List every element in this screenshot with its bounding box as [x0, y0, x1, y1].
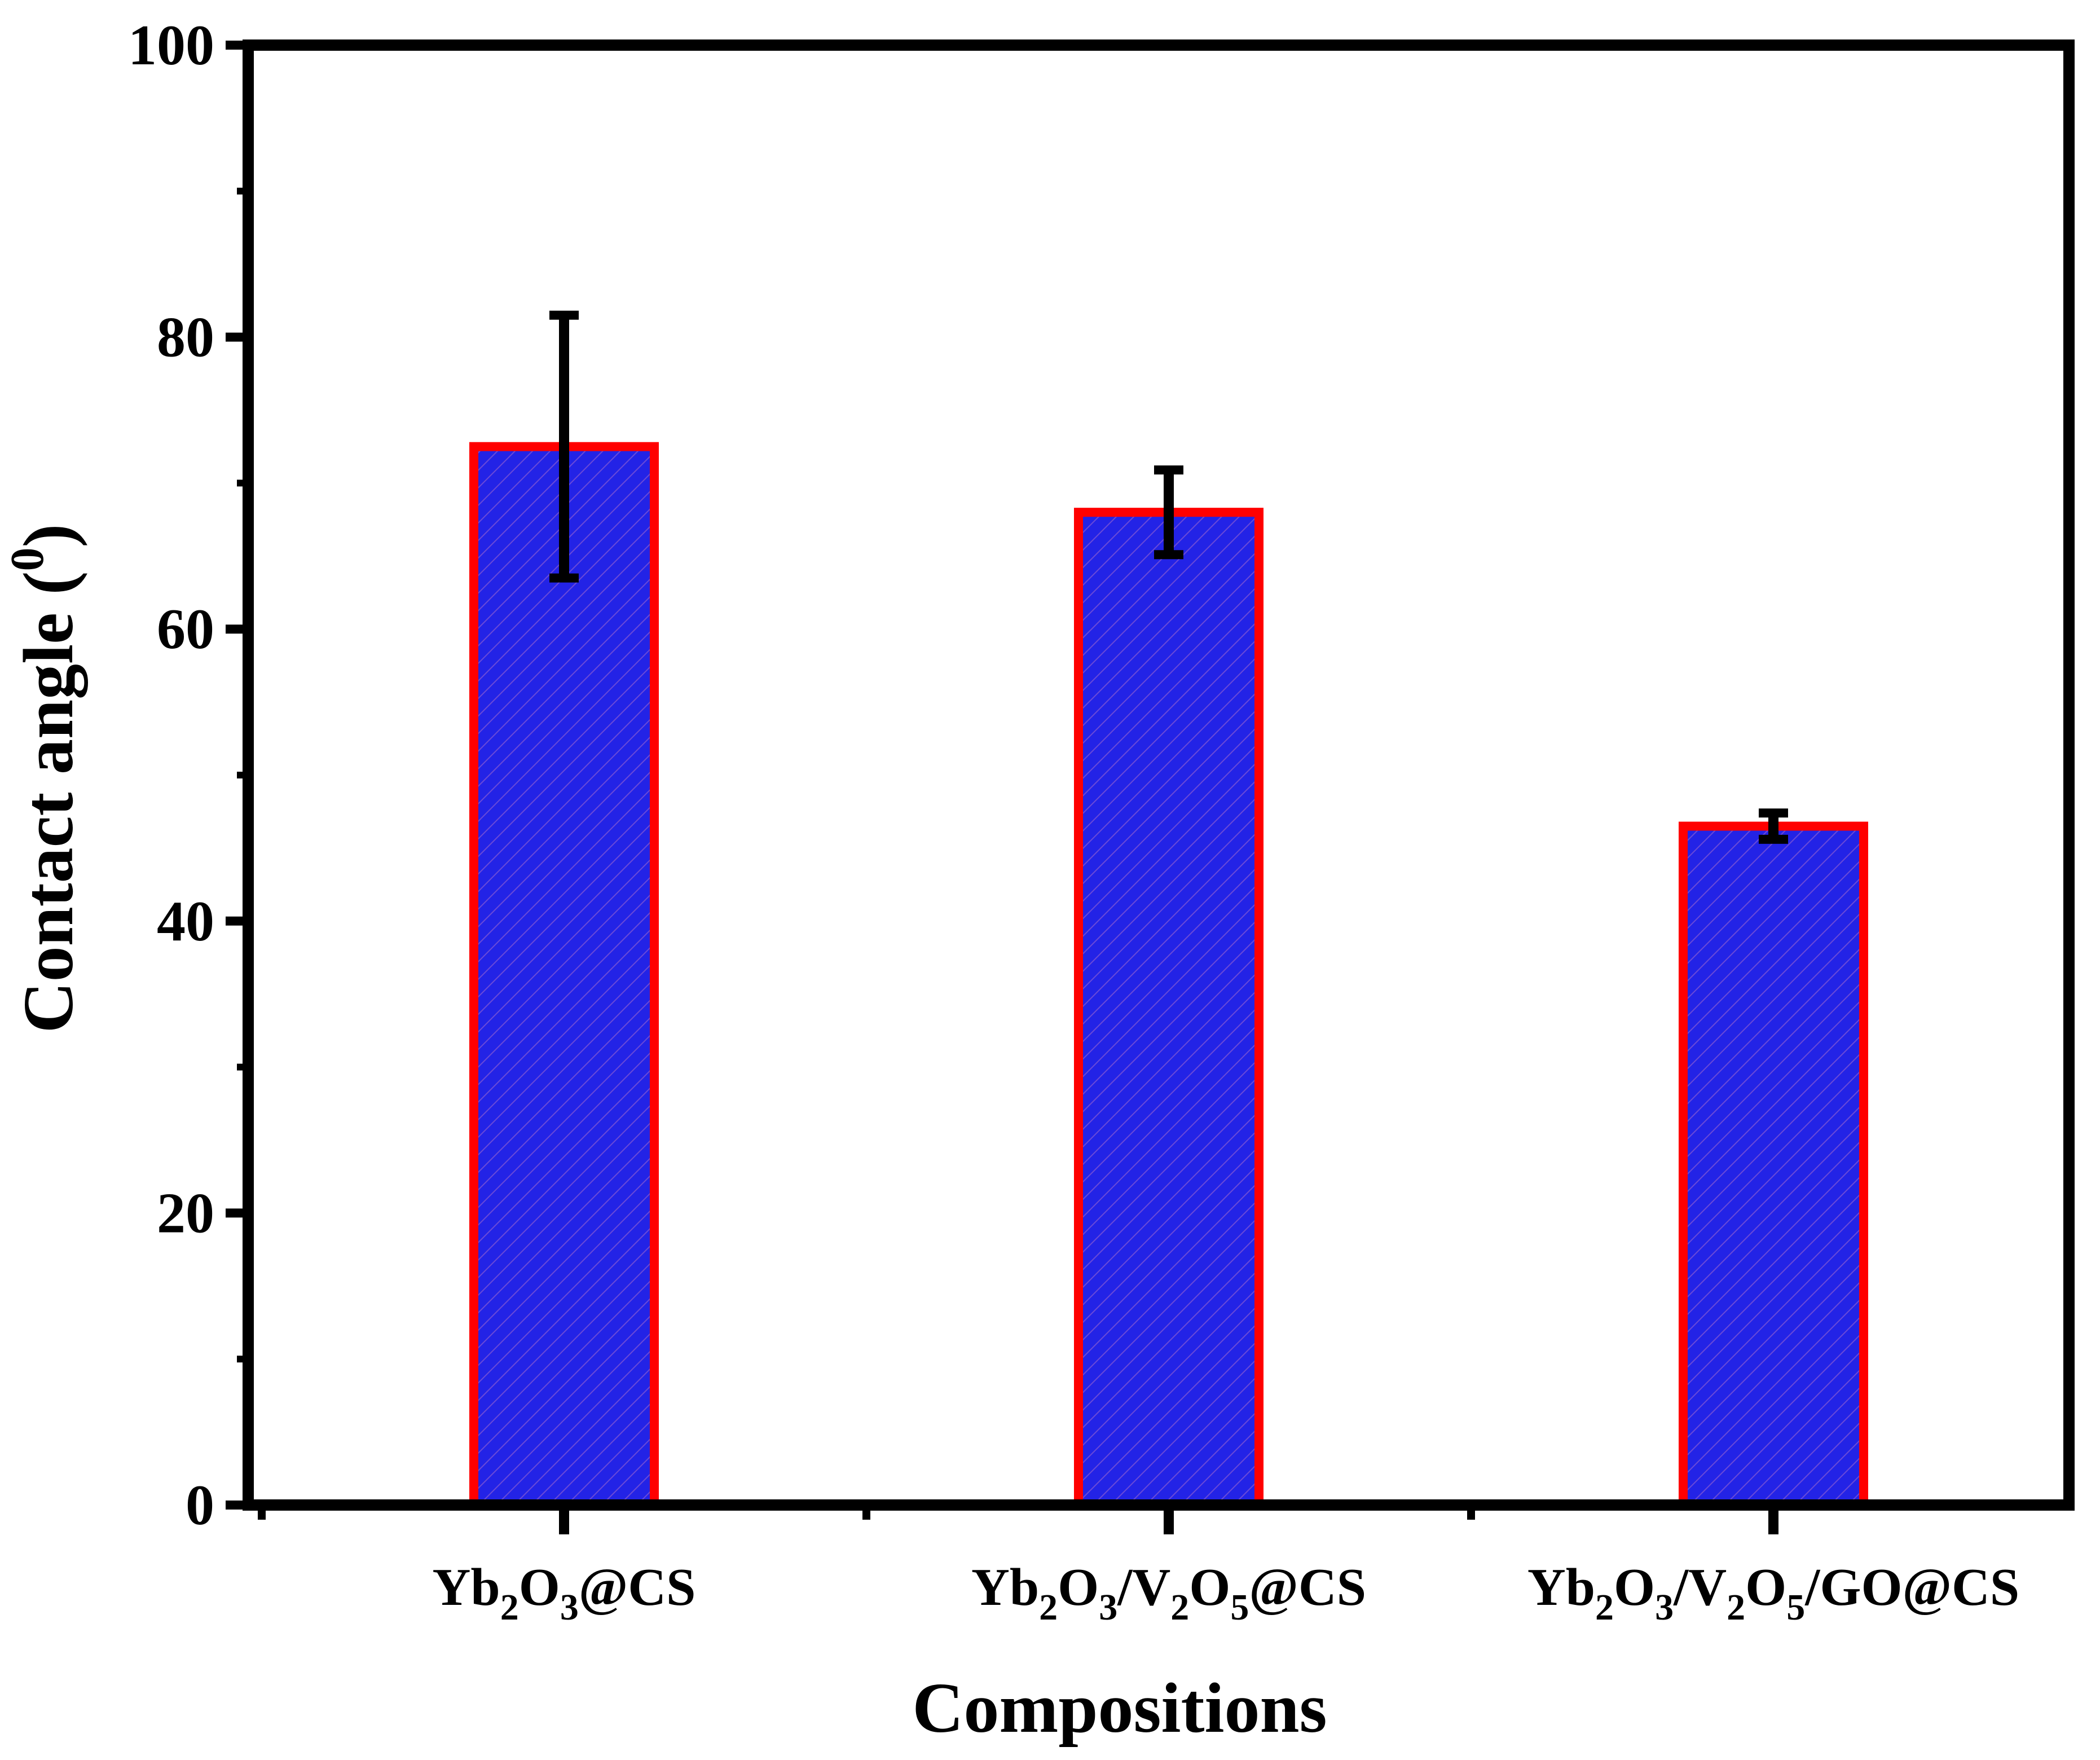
bar-3: [1679, 821, 1868, 1510]
label-text: O: [1189, 1558, 1230, 1617]
subscript: 3: [1655, 1587, 1674, 1628]
label-text: /V: [1117, 1558, 1170, 1617]
label-text: /GO@CS: [1804, 1558, 2019, 1617]
y-tick-label: 60: [157, 597, 214, 661]
label-text: O: [519, 1558, 560, 1617]
x-axis-title: Compositions: [912, 1669, 1327, 1748]
label-text: Yb: [433, 1558, 500, 1617]
label-text: O: [1614, 1558, 1655, 1617]
x-category-label: Yb2O3/V2O5/GO@CS: [1527, 1558, 2019, 1628]
subscript: 2: [1170, 1587, 1189, 1628]
subscript: 3: [560, 1587, 579, 1628]
label-text: @CS: [579, 1558, 696, 1617]
label-text: @CS: [1249, 1558, 1366, 1617]
y-axis-title: Contact angle (0): [1, 524, 88, 1033]
plot-frame-border: [243, 39, 2075, 1511]
bar-series: [469, 442, 1868, 1510]
y-tick-label: 0: [186, 1473, 214, 1537]
y-tick-labels: 0 20 40 60 80 100: [128, 14, 214, 1537]
subscript: 2: [1039, 1587, 1058, 1628]
x-category-label: Yb2O3/V2O5@CS: [971, 1558, 1366, 1628]
subscript: 3: [1099, 1587, 1117, 1628]
error-bar-series: [549, 310, 1788, 844]
subscript: 5: [1230, 1587, 1249, 1628]
x-category-labels: Yb2O3@CS Yb2O3/V2O5@CS Yb2O3/V2O5/GO@CS: [433, 1558, 2020, 1628]
y-tick-label: 40: [157, 890, 214, 953]
subscript: 5: [1786, 1587, 1805, 1628]
label-text: Yb: [971, 1558, 1039, 1617]
y-axis-title-text: Contact angle (: [10, 571, 88, 1033]
label-text: /V: [1673, 1558, 1727, 1617]
label-text: Yb: [1527, 1558, 1595, 1617]
subscript: 2: [1595, 1587, 1614, 1628]
y-tick-label: 80: [157, 306, 214, 369]
bar-2: [1074, 508, 1263, 1510]
y-tick-label: 100: [128, 14, 214, 77]
x-category-label: Yb2O3@CS: [433, 1558, 696, 1628]
bar-1: [469, 442, 659, 1510]
y-axis-title-superscript: 0: [1, 548, 54, 571]
subscript: 2: [500, 1587, 519, 1628]
plot-border: [243, 39, 2075, 1511]
y-axis-title-suffix: ): [10, 524, 88, 548]
label-text: O: [1745, 1558, 1786, 1617]
label-text: O: [1058, 1558, 1099, 1617]
subscript: 2: [1727, 1587, 1745, 1628]
y-tick-label: 20: [157, 1181, 214, 1245]
